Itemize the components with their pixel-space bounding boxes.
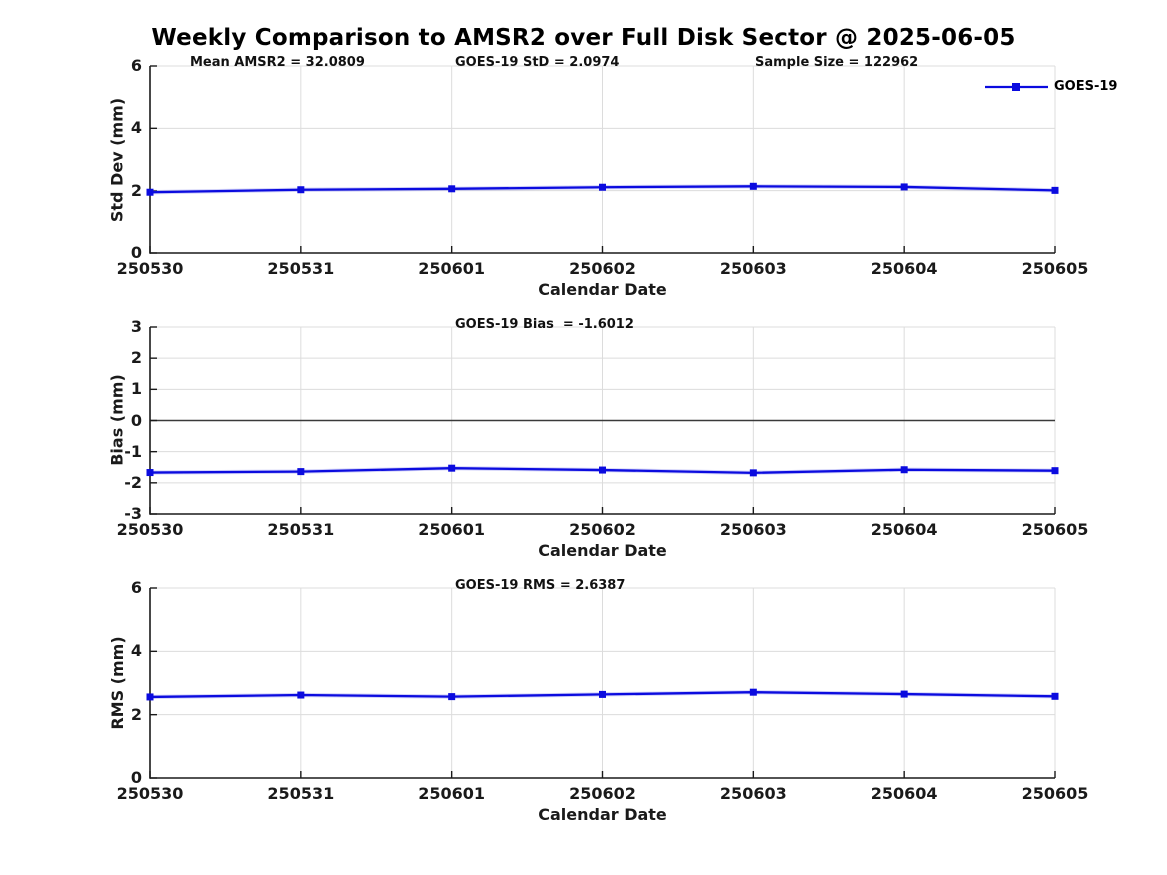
- annotation-goes19-std: GOES-19 StD = 2.0974: [455, 55, 620, 70]
- legend-label: GOES-19: [1054, 79, 1118, 94]
- data-point: [297, 468, 305, 476]
- x-tick-label: 250601: [418, 784, 486, 803]
- data-point: [448, 693, 456, 701]
- data-point: [749, 688, 757, 696]
- x-tick-label: 250604: [870, 784, 938, 803]
- x-tick-label: 250530: [116, 784, 184, 803]
- legend-marker: [1012, 83, 1020, 91]
- chart-1: [146, 326, 1059, 515]
- y-tick-label: 6: [130, 578, 142, 597]
- data-point: [146, 693, 154, 701]
- annotation-sample-size: Sample Size = 122962: [755, 55, 919, 70]
- x-tick-label: 250603: [719, 784, 787, 803]
- figure-title: Weekly Comparison to AMSR2 over Full Dis…: [151, 25, 1016, 51]
- y-tick-label: 4: [130, 118, 142, 138]
- x-tick-label: 250605: [1021, 259, 1089, 278]
- data-point: [599, 183, 606, 191]
- y-tick-label: 2: [130, 180, 142, 200]
- annotation-goes19-rms: GOES-19 RMS = 2.6387: [455, 578, 626, 593]
- y-tick-label: 2: [130, 348, 142, 368]
- x-axis-label-2: Calendar Date: [538, 541, 667, 560]
- x-tick-label: 250601: [418, 520, 486, 539]
- x-axis-label-1: Calendar Date: [538, 280, 667, 299]
- y-tick-label: 0: [130, 768, 142, 787]
- annotation-mean-amsr2: Mean AMSR2 = 32.0809: [190, 55, 365, 70]
- y-tick-label: -1: [124, 441, 142, 461]
- y-tick-label: 1: [130, 379, 142, 399]
- y-tick-label: 2: [130, 704, 142, 724]
- x-axis-label-3: Calendar Date: [538, 805, 667, 824]
- chart-2: [146, 587, 1059, 779]
- x-tick-label: 250530: [116, 259, 184, 278]
- data-point: [448, 185, 456, 193]
- y-tick-label: 6: [130, 56, 142, 75]
- y-axis-label-stddev: Std Dev (mm): [107, 97, 127, 223]
- y-tick-label: 3: [130, 317, 142, 336]
- x-tick-label: 250604: [870, 259, 938, 278]
- y-tick-label: 0: [130, 410, 142, 430]
- x-tick-label: 250530: [116, 520, 184, 539]
- y-tick-label: 4: [130, 641, 142, 661]
- data-point: [146, 469, 154, 477]
- x-tick-label: 250531: [267, 259, 335, 278]
- data-point: [297, 186, 305, 194]
- data-point: [900, 690, 908, 698]
- data-point: [749, 469, 757, 477]
- y-axis-label-rms: RMS (mm): [108, 636, 127, 730]
- data-point: [297, 691, 305, 699]
- data-point: [749, 182, 757, 190]
- chart-0: [146, 65, 1059, 254]
- y-tick-label: -3: [124, 504, 142, 523]
- x-tick-label: 250601: [418, 259, 486, 278]
- data-point: [448, 464, 456, 472]
- data-point: [900, 466, 908, 474]
- data-point: [900, 183, 908, 191]
- x-tick-label: 250605: [1021, 520, 1089, 539]
- x-tick-label: 250602: [569, 259, 636, 278]
- data-point: [146, 188, 154, 196]
- data-point: [1051, 692, 1059, 700]
- x-tick-label: 250602: [569, 520, 636, 539]
- y-tick-label: 0: [130, 243, 142, 262]
- x-tick-label: 250604: [870, 520, 938, 539]
- x-tick-label: 250531: [267, 520, 335, 539]
- legend: [985, 83, 1048, 91]
- y-tick-label: -2: [124, 472, 142, 492]
- data-point: [599, 466, 606, 474]
- x-tick-label: 250602: [569, 784, 636, 803]
- x-tick-label: 250603: [719, 520, 787, 539]
- x-tick-label: 250531: [267, 784, 335, 803]
- data-point: [1051, 186, 1059, 194]
- data-point: [1051, 467, 1059, 475]
- data-point: [599, 690, 606, 698]
- x-tick-label: 250605: [1021, 784, 1089, 803]
- annotation-goes19-bias: GOES-19 Bias = -1.6012: [455, 317, 634, 332]
- x-tick-label: 250603: [719, 259, 787, 278]
